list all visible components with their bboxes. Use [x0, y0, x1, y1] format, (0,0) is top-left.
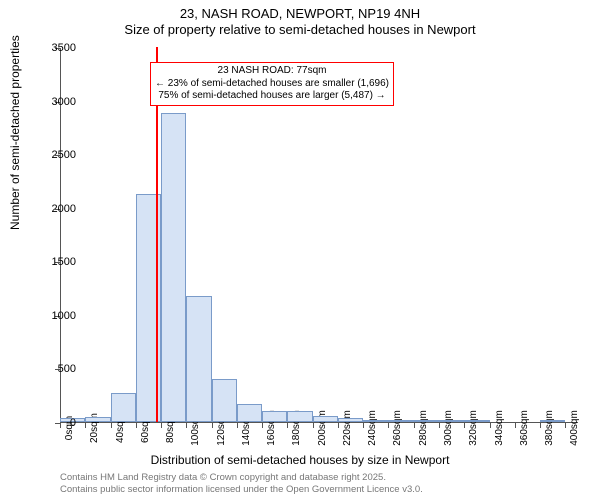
histogram-bar [464, 420, 489, 422]
x-tick-mark [464, 423, 465, 428]
footer-attribution: Contains HM Land Registry data © Crown c… [60, 472, 423, 496]
annotation-box: 23 NASH ROAD: 77sqm← 23% of semi-detache… [150, 62, 394, 106]
x-tick-mark [363, 423, 364, 428]
x-tick-mark [186, 423, 187, 428]
histogram-bar [212, 379, 237, 422]
histogram-bar [287, 411, 312, 422]
x-tick-mark [540, 423, 541, 428]
histogram-bar [439, 420, 464, 422]
footer-line-2: Contains public sector information licen… [60, 484, 423, 496]
x-tick-mark [515, 423, 516, 428]
x-tick-mark [313, 423, 314, 428]
x-tick-label: 320sqm [468, 410, 479, 446]
x-tick-mark [136, 423, 137, 428]
histogram-bar [313, 416, 338, 422]
annotation-line: ← 23% of semi-detached houses are smalle… [155, 78, 389, 91]
y-tick-label: 1500 [46, 256, 76, 268]
footer-line-1: Contains HM Land Registry data © Crown c… [60, 472, 423, 484]
y-tick-label: 3000 [46, 96, 76, 108]
histogram-bar [414, 420, 439, 422]
histogram-bar [85, 417, 110, 422]
x-tick-mark [85, 423, 86, 428]
title-line-1: 23, NASH ROAD, NEWPORT, NP19 4NH [0, 6, 600, 22]
y-tick-label: 2000 [46, 203, 76, 215]
x-tick-mark [237, 423, 238, 428]
annotation-line: 23 NASH ROAD: 77sqm [155, 65, 389, 78]
chart-area: 0sqm20sqm40sqm60sqm80sqm100sqm120sqm140s… [60, 48, 578, 423]
y-tick-label: 3500 [46, 42, 76, 54]
y-tick-label: 0 [46, 417, 76, 429]
x-tick-label: 380sqm [544, 410, 555, 446]
histogram-bar [363, 420, 388, 422]
histogram-bar [111, 393, 136, 422]
x-tick-mark [111, 423, 112, 428]
x-tick-mark [388, 423, 389, 428]
x-tick-mark [565, 423, 566, 428]
x-tick-mark [439, 423, 440, 428]
histogram-bar [161, 113, 186, 422]
x-tick-label: 300sqm [443, 410, 454, 446]
x-tick-mark [262, 423, 263, 428]
x-tick-mark [414, 423, 415, 428]
histogram-bar [338, 418, 363, 422]
annotation-line: 75% of semi-detached houses are larger (… [155, 90, 389, 103]
chart-title-block: 23, NASH ROAD, NEWPORT, NP19 4NH Size of… [0, 0, 600, 39]
x-axis-label: Distribution of semi-detached houses by … [0, 453, 600, 467]
x-tick-label: 400sqm [569, 410, 580, 446]
title-line-2: Size of property relative to semi-detach… [0, 22, 600, 38]
histogram-bar [237, 404, 262, 422]
y-tick-label: 2500 [46, 149, 76, 161]
histogram-bar [540, 420, 565, 422]
x-tick-mark [161, 423, 162, 428]
x-tick-mark [287, 423, 288, 428]
x-tick-mark [490, 423, 491, 428]
x-tick-mark [338, 423, 339, 428]
x-tick-label: 220sqm [342, 410, 353, 446]
y-axis-label: Number of semi-detached properties [8, 35, 22, 230]
histogram-bar [262, 411, 287, 422]
histogram-bar [388, 420, 413, 422]
x-tick-label: 280sqm [418, 410, 429, 446]
x-tick-label: 260sqm [392, 410, 403, 446]
x-tick-label: 360sqm [519, 410, 530, 446]
x-tick-mark [212, 423, 213, 428]
x-tick-label: 340sqm [494, 410, 505, 446]
histogram-bar [186, 296, 211, 422]
x-tick-label: 240sqm [367, 410, 378, 446]
y-tick-label: 1000 [46, 310, 76, 322]
y-tick-label: 500 [46, 363, 76, 375]
